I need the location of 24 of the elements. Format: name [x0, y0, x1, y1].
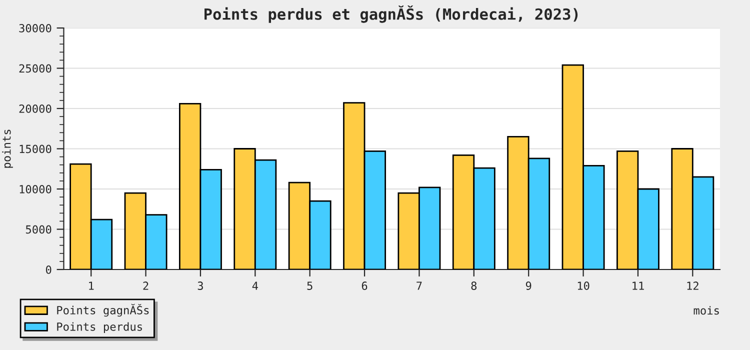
x-axis-title: mois: [694, 306, 719, 315]
y-tick-label: 25000: [19, 64, 52, 73]
x-tick-label: 5: [307, 282, 312, 290]
chart-title: Points perdus et gagnĂŠs (Mordecai, 2023): [204, 6, 578, 23]
x-tick-label: 3: [198, 282, 203, 290]
x-tick-label: 8: [471, 282, 477, 290]
x-tick-label: 4: [252, 282, 258, 290]
x-tick-label: 11: [632, 282, 644, 290]
legend-label: Points gagnĂŠs: [57, 304, 149, 317]
y-tick-label: 20000: [19, 104, 52, 113]
x-tick-label: 2: [143, 282, 148, 290]
x-tick-label: 10: [578, 282, 590, 290]
y-tick-label: 30000: [19, 24, 52, 32]
y-tick-label: 0: [46, 266, 52, 274]
y-tick-label: 5000: [26, 225, 52, 234]
x-tick-label: 7: [416, 282, 422, 290]
y-axis-title: points: [2, 130, 13, 168]
y-tick-label: 15000: [20, 144, 52, 154]
x-tick-label: 1: [89, 282, 94, 290]
x-tick-label: 12: [687, 282, 698, 290]
y-tick-label: 10000: [20, 185, 52, 194]
legend-label: Points perdus: [57, 322, 142, 333]
x-tick-label: 6: [362, 282, 368, 290]
x-tick-label: 9: [526, 282, 532, 290]
